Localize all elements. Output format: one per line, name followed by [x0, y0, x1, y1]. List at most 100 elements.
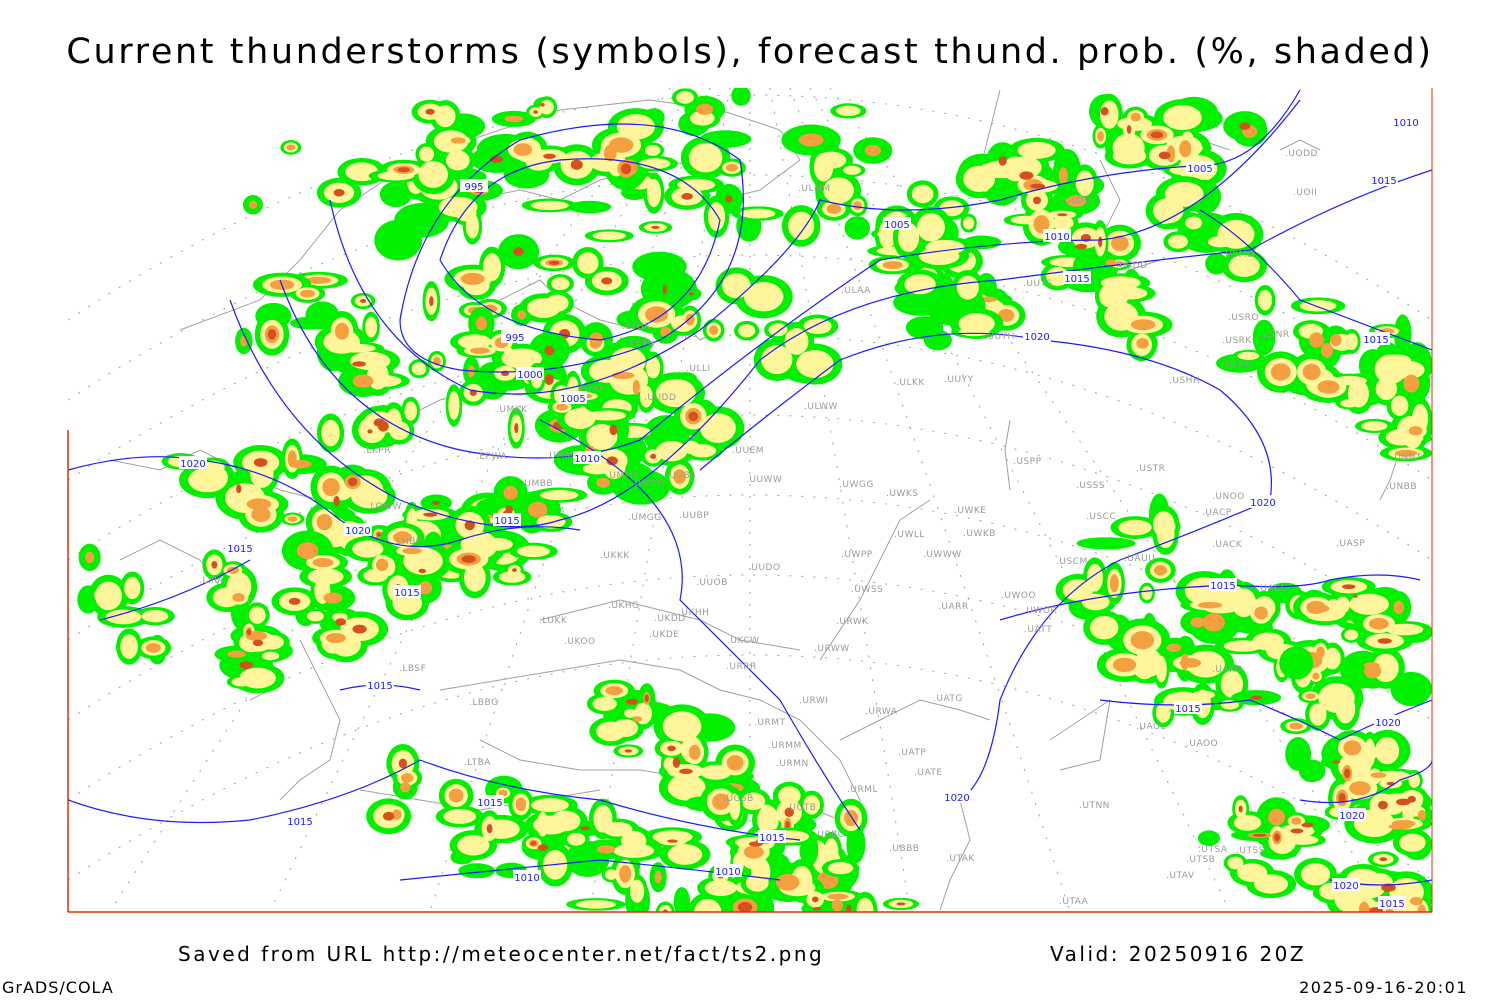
shade-moderate [667, 774, 706, 801]
shade-very-high [461, 555, 476, 563]
shade-moderate [796, 350, 834, 379]
shade-very-high [688, 292, 694, 296]
shade-moderate [1052, 215, 1074, 231]
shade-moderate [587, 410, 627, 421]
shade-high [1291, 817, 1302, 825]
shade-high [1368, 617, 1389, 630]
isobar-label: 1015 [1371, 176, 1396, 187]
shade-moderate [644, 144, 661, 156]
shade-very-high [425, 108, 435, 115]
station-label: .UTSA [1198, 845, 1228, 855]
shade-moderate [743, 282, 784, 312]
shade-high [85, 551, 95, 564]
shade-moderate [1309, 703, 1327, 726]
coastline [1279, 139, 1321, 151]
station-label: .UNOO [1212, 492, 1245, 502]
valid-time: Valid: 20250916 20Z [1050, 942, 1307, 966]
shade-moderate [457, 834, 490, 856]
meridian-line [809, 88, 1231, 912]
isobar-label: 1020 [180, 459, 205, 470]
shade-high [619, 865, 632, 883]
shade-moderate [306, 610, 324, 622]
shade-high [853, 201, 862, 211]
shade-moderate [823, 177, 854, 204]
isobar-label: 1005 [884, 220, 909, 231]
shade-moderate [1163, 105, 1202, 131]
shade-moderate [676, 91, 694, 104]
shade-low [1393, 314, 1412, 355]
station-label: .UUWW [746, 475, 782, 485]
isobar-label: 1015 [1064, 274, 1089, 285]
isobar-label-bg [1174, 701, 1202, 714]
shade-moderate [448, 391, 460, 420]
station-label: .URRR [726, 662, 757, 672]
isobar-label: 1020 [1024, 332, 1049, 343]
shade-high [1417, 809, 1427, 821]
shade-moderate [366, 375, 402, 387]
station-label: .URML [847, 785, 878, 795]
shade-moderate [688, 143, 723, 173]
shade-very-high [601, 277, 613, 285]
shade-high [1417, 904, 1427, 912]
shade-very-high [1126, 124, 1132, 134]
shade-high [334, 322, 349, 340]
isobar-line [229, 169, 1432, 528]
shade-moderate [836, 105, 861, 117]
coastline [539, 599, 801, 651]
isobar-label: 1020 [1333, 881, 1358, 892]
station-label: .UNNT [1391, 453, 1422, 463]
shade-very-high [679, 768, 693, 774]
isobar-line [68, 456, 581, 548]
isobar-label-bg [943, 790, 971, 803]
shade-high [296, 542, 319, 560]
station-label: .EPWA [476, 452, 507, 462]
station-label: .UTSB [1186, 855, 1215, 865]
station-label: .EVRA [576, 385, 606, 395]
shade-moderate [682, 440, 700, 455]
station-label: .UUBS [666, 471, 696, 481]
station-label: .UODD [1285, 149, 1318, 159]
shade-high [503, 485, 518, 501]
isobar-label: 1020 [1375, 718, 1400, 729]
shade-high [1408, 426, 1423, 436]
shade-moderate [1017, 141, 1056, 159]
isobar-label-bg [1043, 229, 1071, 242]
station-label: .LHBP [393, 537, 422, 547]
shade-very-high [360, 298, 367, 304]
shade-moderate [141, 609, 169, 623]
shade-moderate [778, 786, 801, 806]
shade-moderate [1237, 351, 1260, 360]
station-label: .UTAA [1059, 897, 1089, 907]
shade-high [145, 643, 161, 653]
isobar-label: 1020 [1250, 498, 1275, 509]
shade-high [725, 163, 738, 172]
shade-high [475, 316, 488, 331]
shade-high [1111, 235, 1129, 252]
shade-high [1395, 449, 1417, 457]
station-label: .UBBB [889, 844, 919, 854]
shade-moderate [694, 898, 722, 912]
station-label: .URWK [836, 617, 869, 627]
isobar-label: 1015 [1379, 899, 1404, 910]
shade-moderate [603, 821, 633, 837]
station-label: .LUKK [539, 616, 568, 626]
station-label: .LBBG [469, 698, 499, 708]
shade-high [688, 744, 701, 760]
shade-moderate [904, 274, 936, 295]
shade-high [527, 501, 548, 518]
generated-timestamp: 2025-09-16-20:01 [1299, 978, 1468, 997]
shade-moderate [516, 545, 550, 558]
station-label: .LKPR [363, 446, 391, 456]
shade-moderate [611, 719, 639, 738]
coastline [1004, 419, 1011, 491]
shade-moderate [722, 273, 751, 299]
shade-low [1205, 253, 1228, 275]
shade-moderate [1252, 632, 1284, 651]
shade-moderate [465, 213, 480, 239]
shade-high [470, 347, 490, 354]
station-label: .UMBB [521, 479, 553, 489]
shade-very-high [464, 520, 475, 531]
shade-moderate [1268, 829, 1297, 854]
shade-moderate [418, 161, 449, 188]
